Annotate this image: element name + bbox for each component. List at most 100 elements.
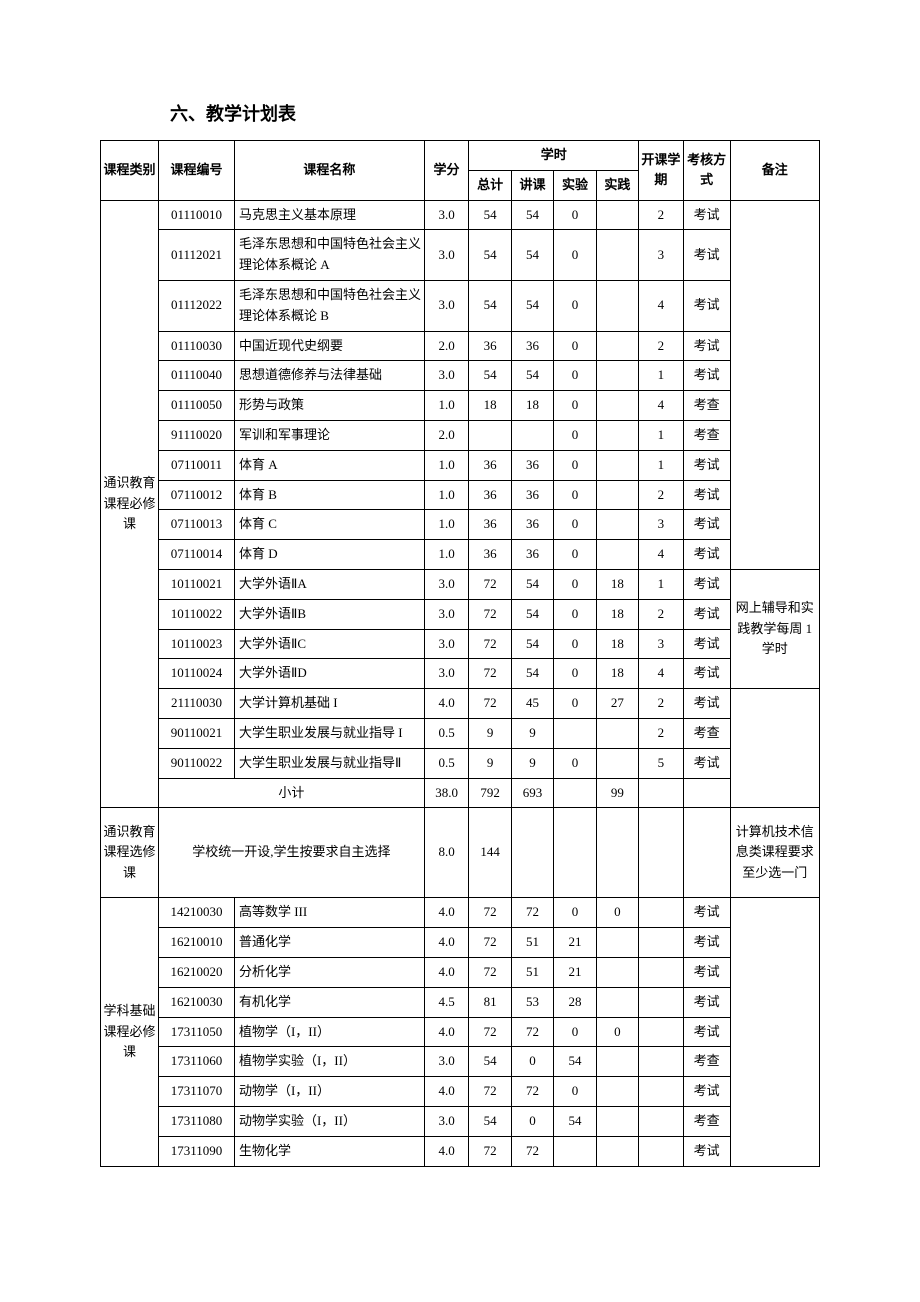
exam-cell: 考试 <box>683 1077 730 1107</box>
lecture-cell: 36 <box>511 510 553 540</box>
exam-cell: 考查 <box>683 1047 730 1077</box>
practice-cell <box>596 1077 638 1107</box>
code-cell: 14210030 <box>159 898 235 928</box>
lab-cell: 0 <box>554 420 596 450</box>
credit-cell: 3.0 <box>424 280 469 331</box>
exam-cell: 考试 <box>683 280 730 331</box>
header-row-1: 课程类别 课程编号 课程名称 学分 学时 开课学期 考核方式 备注 <box>101 141 820 171</box>
name-cell: 生物化学 <box>234 1136 424 1166</box>
semester-cell: 1 <box>639 569 684 599</box>
hdr-lecture: 讲课 <box>511 170 553 200</box>
code-cell: 01112021 <box>159 230 235 281</box>
lab-cell: 0 <box>554 629 596 659</box>
table-row: 通识教育课程必修课 01110010 马克思主义基本原理 3.0 54 54 0… <box>101 200 820 230</box>
practice-cell <box>596 808 638 898</box>
total-cell: 36 <box>469 480 511 510</box>
code-cell: 16210010 <box>159 928 235 958</box>
total-cell: 72 <box>469 928 511 958</box>
table-row: 17311090 生物化学 4.0 72 72 考试 <box>101 1136 820 1166</box>
table-row: 01112021 毛泽东思想和中国特色社会主义理论体系概论 A 3.0 54 5… <box>101 230 820 281</box>
lab-cell <box>554 1136 596 1166</box>
practice-cell <box>596 391 638 421</box>
lab-cell: 0 <box>554 1077 596 1107</box>
exam-cell: 考试 <box>683 569 730 599</box>
semester-cell: 2 <box>639 689 684 719</box>
total-cell: 54 <box>469 280 511 331</box>
name-cell: 大学计算机基础 I <box>234 689 424 719</box>
lecture-cell: 54 <box>511 599 553 629</box>
total-cell <box>469 420 511 450</box>
total-cell: 36 <box>469 450 511 480</box>
exam-cell <box>683 808 730 898</box>
subtotal-row: 小计 38.0 792 693 99 <box>101 778 820 808</box>
code-cell: 01110010 <box>159 200 235 230</box>
credit-cell: 4.0 <box>424 1136 469 1166</box>
exam-cell: 考试 <box>683 200 730 230</box>
lecture-cell: 0 <box>511 1106 553 1136</box>
semester-cell <box>639 1077 684 1107</box>
lecture-cell: 54 <box>511 200 553 230</box>
table-row: 17311050 植物学（I，II） 4.0 72 72 0 0 考试 <box>101 1017 820 1047</box>
note-cell <box>730 898 819 1166</box>
page-title: 六、教学计划表 <box>170 100 820 126</box>
lecture-cell: 72 <box>511 1077 553 1107</box>
credit-cell: 1.0 <box>424 510 469 540</box>
hdr-category: 课程类别 <box>101 141 159 201</box>
credit-cell: 2.0 <box>424 331 469 361</box>
name-cell: 中国近现代史纲要 <box>234 331 424 361</box>
name-cell: 思想道德修养与法律基础 <box>234 361 424 391</box>
table-row: 90110021 大学生职业发展与就业指导 I 0.5 9 9 2 考查 <box>101 718 820 748</box>
name-cell: 马克思主义基本原理 <box>234 200 424 230</box>
lab-cell: 21 <box>554 957 596 987</box>
hdr-hours-group: 学时 <box>469 141 639 171</box>
total-cell: 72 <box>469 898 511 928</box>
semester-cell: 4 <box>639 540 684 570</box>
semester-cell: 3 <box>639 629 684 659</box>
total-cell: 72 <box>469 659 511 689</box>
semester-cell <box>639 808 684 898</box>
credit-cell: 2.0 <box>424 420 469 450</box>
exam-cell: 考试 <box>683 987 730 1017</box>
lecture-cell: 54 <box>511 230 553 281</box>
note-cell: 网上辅导和实践教学每周 1 学时 <box>730 569 819 688</box>
semester-cell <box>639 1047 684 1077</box>
lab-cell: 0 <box>554 659 596 689</box>
lab-cell: 28 <box>554 987 596 1017</box>
credit-cell: 3.0 <box>424 629 469 659</box>
practice-cell: 18 <box>596 569 638 599</box>
semester-cell: 2 <box>639 480 684 510</box>
table-row: 10110023 大学外语ⅡC 3.0 72 54 0 18 3 考试 <box>101 629 820 659</box>
lecture-cell <box>511 808 553 898</box>
code-cell: 10110022 <box>159 599 235 629</box>
lecture-cell: 54 <box>511 659 553 689</box>
practice-cell <box>596 957 638 987</box>
name-cell: 动物学实验（I，II） <box>234 1106 424 1136</box>
table-row: 07110011 体育 A 1.0 36 36 0 1 考试 <box>101 450 820 480</box>
credit-cell: 3.0 <box>424 230 469 281</box>
table-row: 17311060 植物学实验（I，II） 3.0 54 0 54 考查 <box>101 1047 820 1077</box>
semester-cell: 3 <box>639 230 684 281</box>
table-row: 通识教育课程选修课 学校统一开设,学生按要求自主选择 8.0 144 计算机技术… <box>101 808 820 898</box>
semester-cell <box>639 898 684 928</box>
total-cell: 36 <box>469 540 511 570</box>
name-cell: 大学外语ⅡD <box>234 659 424 689</box>
exam-cell: 考试 <box>683 540 730 570</box>
elec-text: 学校统一开设,学生按要求自主选择 <box>159 808 425 898</box>
total-cell: 18 <box>469 391 511 421</box>
table-row: 90110022 大学生职业发展与就业指导Ⅱ 0.5 9 9 0 5 考试 <box>101 748 820 778</box>
name-cell: 植物学实验（I，II） <box>234 1047 424 1077</box>
table-row: 10110022 大学外语ⅡB 3.0 72 54 0 18 2 考试 <box>101 599 820 629</box>
lab-cell: 0 <box>554 361 596 391</box>
semester-cell: 4 <box>639 280 684 331</box>
code-cell: 01110040 <box>159 361 235 391</box>
code-cell: 10110023 <box>159 629 235 659</box>
semester-cell: 1 <box>639 420 684 450</box>
table-row: 01112022 毛泽东思想和中国特色社会主义理论体系概论 B 3.0 54 5… <box>101 280 820 331</box>
note-cell <box>730 689 819 808</box>
name-cell: 毛泽东思想和中国特色社会主义理论体系概论 B <box>234 280 424 331</box>
practice-cell <box>596 540 638 570</box>
total-cell: 72 <box>469 689 511 719</box>
exam-cell: 考试 <box>683 1136 730 1166</box>
table-row: 16210030 有机化学 4.5 81 53 28 考试 <box>101 987 820 1017</box>
name-cell: 形势与政策 <box>234 391 424 421</box>
